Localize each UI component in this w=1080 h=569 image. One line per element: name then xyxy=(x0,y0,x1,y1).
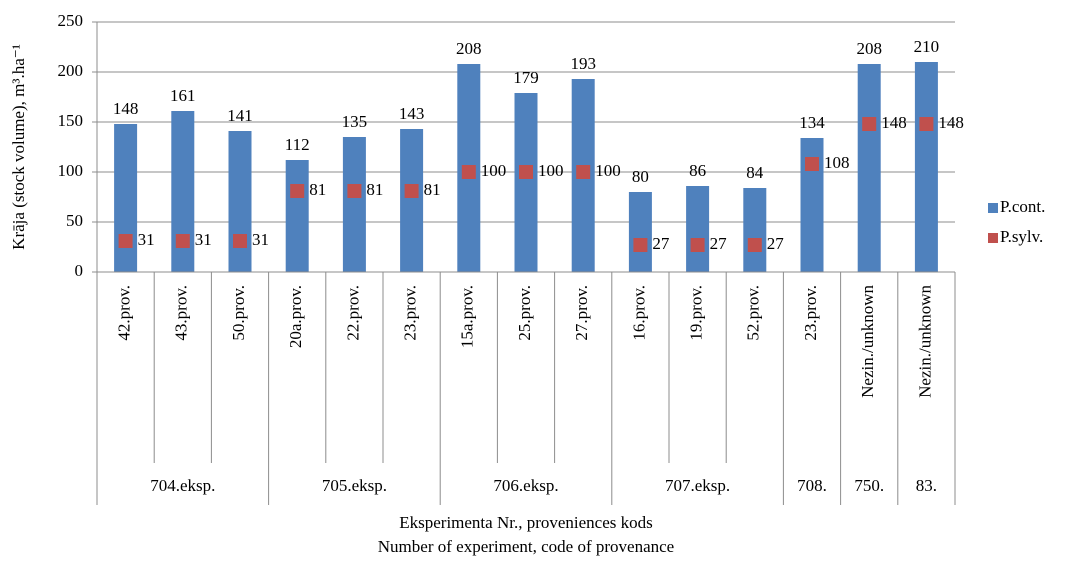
y-tick-label: 0 xyxy=(75,261,84,280)
y-tick-label: 250 xyxy=(58,11,84,30)
data-label: 193 xyxy=(570,54,596,73)
data-label: 179 xyxy=(513,68,539,87)
y-tick-label: 200 xyxy=(58,61,84,80)
legend-swatch xyxy=(988,233,998,243)
data-label: 208 xyxy=(856,39,882,58)
bar xyxy=(743,188,767,272)
bar xyxy=(285,160,309,272)
data-label: 100 xyxy=(481,161,507,180)
data-label: 100 xyxy=(538,161,564,180)
x-tick-label: 15a.prov. xyxy=(458,285,477,348)
data-label: 108 xyxy=(824,153,850,172)
data-label: 134 xyxy=(799,113,825,132)
x-tick-label: 52.prov. xyxy=(744,285,763,341)
group-label: 83. xyxy=(916,476,937,495)
marker xyxy=(347,184,362,198)
bar xyxy=(628,192,652,272)
group-label: 707.eksp. xyxy=(665,476,730,495)
bar xyxy=(514,93,538,272)
marker xyxy=(862,117,877,131)
marker xyxy=(233,234,247,248)
marker xyxy=(690,238,705,252)
y-tick-label: 100 xyxy=(58,161,84,180)
data-label: 135 xyxy=(342,112,368,131)
bar xyxy=(228,131,252,272)
data-label: 27 xyxy=(710,234,728,253)
x-tick-label: 19.prov. xyxy=(687,285,706,341)
x-tick-label: 42.prov. xyxy=(115,285,134,341)
data-label: 148 xyxy=(881,113,907,132)
legend-label: P.sylv. xyxy=(1000,227,1043,246)
group-label: 706.eksp. xyxy=(493,476,558,495)
data-label: 31 xyxy=(252,230,269,249)
legend-swatch xyxy=(988,203,998,213)
data-label: 84 xyxy=(746,163,764,182)
legend-label: P.cont. xyxy=(1000,197,1045,216)
bar xyxy=(800,138,824,272)
marker xyxy=(919,117,934,131)
x-tick-label: 43.prov. xyxy=(172,285,191,341)
data-label: 81 xyxy=(309,180,326,199)
x-tick-label: 23.prov. xyxy=(801,285,820,341)
x-tick-label: Nezin./unknown xyxy=(915,285,934,398)
group-label: 705.eksp. xyxy=(322,476,387,495)
data-label: 210 xyxy=(914,37,940,56)
data-label: 100 xyxy=(595,161,621,180)
group-label: 750. xyxy=(854,476,884,495)
x-axis-label: Number of experiment, code of provenance xyxy=(378,537,674,556)
x-tick-label: 23.prov. xyxy=(401,285,420,341)
x-axis-label: Eksperimenta Nr., proveniences kods xyxy=(399,513,653,532)
bar xyxy=(400,129,424,272)
marker xyxy=(175,234,190,248)
group-label: 708. xyxy=(797,476,827,495)
bar xyxy=(171,111,195,272)
x-tick-label: Nezin./unknown xyxy=(858,285,877,398)
data-label: 112 xyxy=(285,135,310,154)
marker xyxy=(519,165,533,179)
marker xyxy=(461,165,476,179)
data-label: 161 xyxy=(170,86,196,105)
bar xyxy=(114,124,138,272)
marker xyxy=(805,157,819,171)
data-label: 81 xyxy=(424,180,441,199)
marker xyxy=(404,184,419,198)
x-tick-label: 25.prov. xyxy=(515,285,534,341)
marker xyxy=(118,234,133,248)
y-tick-label: 50 xyxy=(66,211,83,230)
bar xyxy=(342,137,366,272)
x-tick-label: 27.prov. xyxy=(572,285,591,341)
y-axis-label: Krāja (stock volume), m³.ha⁻¹ xyxy=(9,44,28,250)
data-label: 148 xyxy=(113,99,139,118)
marker xyxy=(290,184,305,198)
marker xyxy=(576,165,591,179)
bar xyxy=(857,64,881,272)
x-tick-label: 20a.prov. xyxy=(286,285,305,348)
data-label: 31 xyxy=(138,230,155,249)
data-label: 208 xyxy=(456,39,482,58)
data-label: 141 xyxy=(227,106,253,125)
x-tick-label: 50.prov. xyxy=(229,285,248,341)
group-label: 704.eksp. xyxy=(150,476,215,495)
bar xyxy=(914,62,938,272)
bar xyxy=(686,186,710,272)
data-label: 80 xyxy=(632,167,649,186)
data-label: 31 xyxy=(195,230,212,249)
marker xyxy=(747,238,762,252)
data-label: 148 xyxy=(938,113,964,132)
x-tick-label: 22.prov. xyxy=(343,285,362,341)
y-tick-label: 150 xyxy=(58,111,84,130)
data-label: 143 xyxy=(399,104,425,123)
data-label: 27 xyxy=(767,234,785,253)
data-label: 27 xyxy=(652,234,670,253)
data-label: 86 xyxy=(689,161,706,180)
marker xyxy=(633,238,648,252)
x-tick-label: 16.prov. xyxy=(629,285,648,341)
data-label: 81 xyxy=(366,180,383,199)
